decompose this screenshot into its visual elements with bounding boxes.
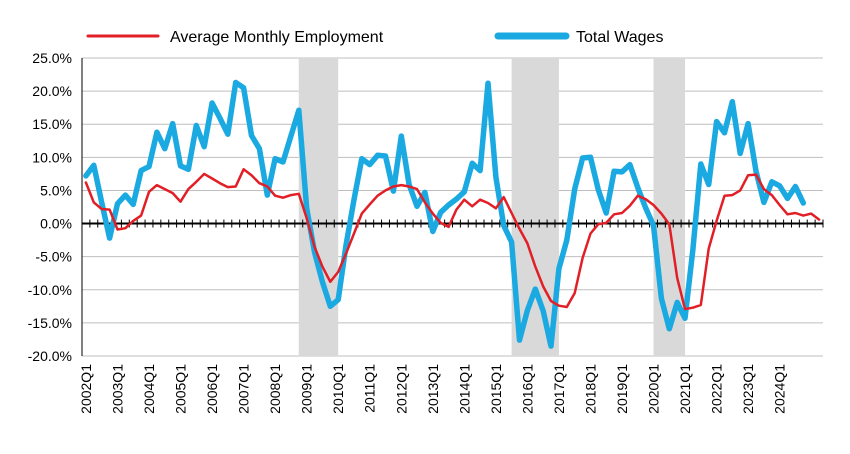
series-line-wages bbox=[83, 79, 807, 349]
x-tick-label: 2007Q1 bbox=[236, 364, 252, 414]
y-tick-label: -20.0% bbox=[28, 348, 72, 364]
legend: Average Monthly Employment Total Wages bbox=[86, 29, 663, 46]
x-tick-label: 2023Q1 bbox=[740, 364, 756, 414]
x-tick-label: 2024Q1 bbox=[772, 364, 788, 414]
x-tick-label: 2009Q1 bbox=[299, 364, 315, 414]
series-lines bbox=[83, 79, 821, 349]
gridlines bbox=[82, 57, 823, 357]
y-tick-label: 0.0% bbox=[40, 216, 72, 232]
y-tick-label: 10.0% bbox=[32, 149, 72, 165]
x-tick-label: 2014Q1 bbox=[456, 364, 472, 414]
x-tick-label: 2004Q1 bbox=[141, 364, 157, 414]
x-tick-label: 2008Q1 bbox=[267, 364, 283, 414]
series-line-employment bbox=[84, 168, 821, 311]
x-tick-label: 2019Q1 bbox=[614, 364, 630, 414]
axes bbox=[81, 58, 824, 356]
y-tick-label: 20.0% bbox=[32, 83, 72, 99]
y-tick-label: -5.0% bbox=[35, 249, 72, 265]
x-tick-label: 2012Q1 bbox=[393, 364, 409, 414]
x-tick-label: 2015Q1 bbox=[488, 364, 504, 414]
y-tick-label: 25.0% bbox=[32, 50, 72, 66]
y-tick-label: 15.0% bbox=[32, 116, 72, 132]
axis-labels: 25.0% 20.0% 15.0% 10.0% 5.0% 0.0% -5.0% -10.0% -… bbox=[28, 50, 788, 414]
x-tick-label: 2016Q1 bbox=[519, 364, 535, 414]
x-tick-label: 2005Q1 bbox=[173, 364, 189, 414]
legend-label-wages: Total Wages bbox=[576, 29, 663, 46]
y-tick-label: -15.0% bbox=[28, 315, 72, 331]
x-tick-label: 2021Q1 bbox=[677, 364, 693, 414]
y-tick-label: -10.0% bbox=[28, 282, 72, 298]
x-tick-label: 2020Q1 bbox=[646, 364, 662, 414]
x-tick-label: 2013Q1 bbox=[425, 364, 441, 414]
legend-label-employment: Average Monthly Employment bbox=[170, 29, 384, 46]
x-tick-label: 2002Q1 bbox=[78, 364, 94, 414]
x-tick-label: 2010Q1 bbox=[330, 364, 346, 414]
x-tick-label: 2006Q1 bbox=[204, 364, 220, 414]
y-tick-label: 5.0% bbox=[40, 182, 72, 198]
x-tick-label: 2022Q1 bbox=[709, 364, 725, 414]
x-tick-label: 2003Q1 bbox=[109, 364, 125, 414]
x-tick-label: 2018Q1 bbox=[582, 364, 598, 414]
x-tick-label: 2011Q1 bbox=[362, 364, 378, 413]
x-tick-label: 2017Q1 bbox=[551, 364, 567, 414]
